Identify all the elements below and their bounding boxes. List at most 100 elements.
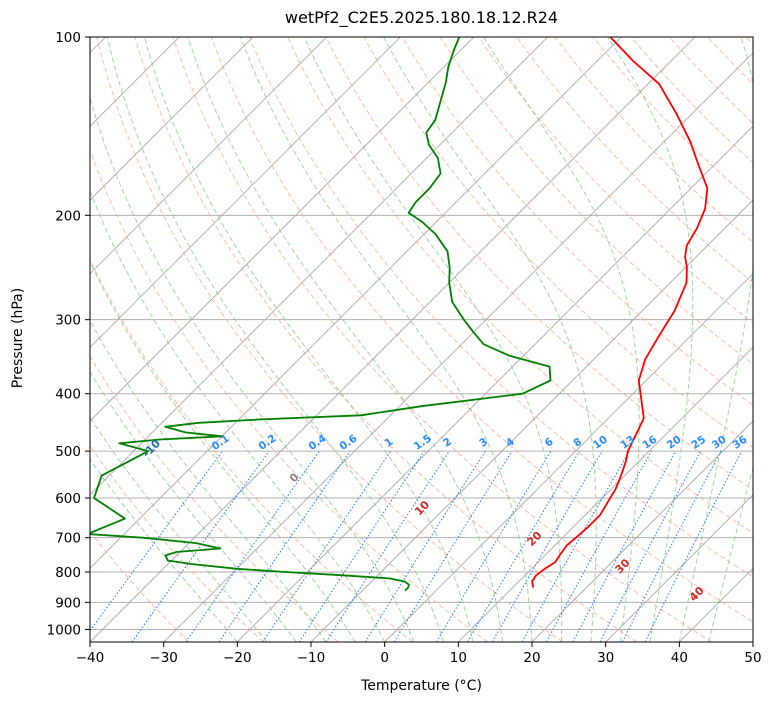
- mixing-ratio-line: [298, 450, 425, 642]
- chart-title: wetPf2_C2E5.2025.180.18.12.R24: [284, 8, 559, 27]
- dry-adiabat-line: [249, 37, 753, 578]
- isotherm-line: [90, 37, 254, 201]
- dewpoint-profile: [90, 37, 552, 592]
- dry-adiabat-line: [172, 37, 712, 642]
- x-tick-label: −30: [149, 650, 178, 666]
- dry-adiabat-line: [90, 445, 264, 642]
- isotherm-line: [531, 420, 753, 642]
- mixing-ratio-line: [364, 450, 486, 642]
- dry-adiabat-line: [90, 148, 488, 642]
- mixing-ratio-label: 25: [689, 434, 708, 452]
- moist-adiabat-line: [106, 37, 445, 642]
- isotherm-line: [310, 199, 753, 642]
- mixing-ratio-label: 30: [710, 434, 729, 452]
- mixing-ratio-label: 6: [543, 436, 556, 450]
- mixing-ratio-line: [467, 450, 580, 642]
- dry-adiabat-line: [134, 37, 638, 642]
- isotherm-line: [605, 494, 753, 642]
- moist-adiabat-line: [90, 319, 327, 642]
- isotherm-line: [90, 37, 548, 496]
- x-tick-label: 20: [523, 650, 540, 666]
- dry-adiabat-line: [96, 37, 563, 642]
- dry-adiabat-line: [401, 37, 753, 406]
- dry-adiabat-line: [554, 37, 753, 243]
- background-lines: [0, 37, 753, 642]
- temperature-profile: [531, 37, 709, 588]
- x-tick-label: −10: [297, 650, 326, 666]
- moist-adiabat-line: [303, 37, 563, 642]
- y-tick-label: 900: [55, 595, 81, 611]
- mixing-ratio-line: [393, 450, 513, 642]
- moist-adiabat-label: 20: [525, 529, 545, 549]
- dry-adiabat-label: -30: [0, 379, 9, 402]
- y-tick-label: 800: [55, 565, 81, 581]
- dry-adiabat-line: [478, 37, 753, 324]
- isotherm-line: [752, 641, 753, 642]
- y-tick-label: 100: [55, 30, 81, 46]
- moist-adiabat-line: [143, 37, 474, 642]
- mixing-ratio-line: [572, 450, 677, 642]
- y-tick-label: 200: [55, 208, 81, 224]
- moist-adiabat-line: [383, 37, 597, 642]
- x-tick-label: −20: [223, 650, 252, 666]
- mixing-ratio-label: 0.4: [306, 432, 328, 453]
- isotherm-line: [90, 37, 327, 275]
- dry-adiabat-line: [707, 37, 753, 85]
- plot-frame: [89, 36, 754, 643]
- dry-adiabat-label: -20: [65, 415, 88, 438]
- isotherm-line: [237, 125, 753, 642]
- isotherm-line: [0, 37, 32, 642]
- mixing-ratio-line: [185, 450, 320, 642]
- x-tick-label: −40: [76, 650, 105, 666]
- moist-adiabat-line: [90, 260, 356, 642]
- isotherm-line: [458, 346, 753, 642]
- moist-adiabat-line: [678, 37, 753, 642]
- x-tick-label: 0: [380, 650, 389, 666]
- dry-adiabat-line: [210, 37, 753, 623]
- moist-adiabat-line: [187, 37, 503, 642]
- x-tick-label: 10: [450, 650, 467, 666]
- dry-adiabat-line: [439, 37, 753, 365]
- isotherm-line: [163, 52, 753, 642]
- mixing-ratio-label: 36: [731, 434, 750, 452]
- mixing-ratio-line: [599, 450, 701, 642]
- isotherm-line: [90, 37, 622, 569]
- dry-adiabat-line: [90, 531, 190, 642]
- moist-adiabat-line: [90, 189, 386, 642]
- x-tick-label: 40: [671, 650, 688, 666]
- x-axis-label: Temperature (°C): [361, 678, 482, 694]
- isotherm-line: [679, 567, 753, 642]
- dry-adiabat-line: [516, 37, 753, 284]
- mixing-ratio-label: 0.2: [256, 432, 278, 453]
- y-tick-label: 600: [55, 491, 81, 507]
- mixing-ratio-line: [262, 450, 392, 642]
- mixing-ratio-label: 3: [477, 436, 490, 450]
- isotherm-line: [90, 37, 475, 422]
- mixing-ratio-label: 16: [640, 434, 659, 452]
- mixing-ratio-label: 1.5: [412, 432, 434, 453]
- moist-adiabat-line: [90, 416, 268, 642]
- dry-adiabat-line: [745, 37, 753, 46]
- axis-ticks: −40 −30 −20 −10 0 10 20 30 40 5010020030040050060…: [47, 30, 762, 666]
- dry-adiabat-line: [325, 37, 753, 491]
- moist-adiabat-label: 10: [412, 498, 432, 518]
- mixing-ratio-line: [435, 450, 552, 642]
- moist-adiabat-line: [708, 466, 753, 642]
- mixing-ratio-line: [644, 450, 743, 642]
- moist-adiabat-label: 30: [613, 556, 633, 576]
- moist-adiabat-label: 40: [687, 584, 707, 604]
- dry-adiabat-line: [669, 37, 753, 124]
- mixing-ratio-line: [545, 450, 653, 642]
- moist-adiabat-line: [239, 37, 533, 642]
- x-tick-label: 30: [597, 650, 614, 666]
- moist-adiabat-line: [90, 458, 238, 642]
- data-lines: [90, 37, 709, 592]
- mixing-ratio-label: 10: [591, 434, 610, 452]
- mixing-ratio-line: [90, 450, 223, 632]
- mixing-ratio-line: [218, 450, 351, 642]
- dry-adiabat-line: [287, 37, 753, 534]
- x-tick-label: 50: [744, 650, 761, 666]
- moist-adiabat-line: [482, 37, 640, 642]
- y-tick-label: 500: [55, 444, 81, 460]
